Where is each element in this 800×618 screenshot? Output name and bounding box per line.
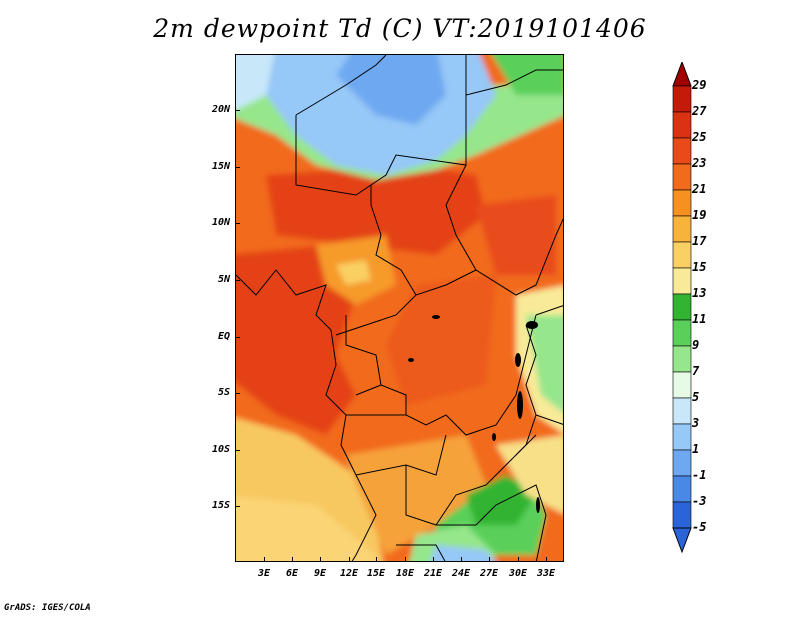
colorbar-swatch bbox=[672, 85, 692, 113]
lon-tick bbox=[320, 557, 321, 562]
colorbar-swatch bbox=[672, 111, 692, 139]
lat-label: EQ bbox=[217, 331, 230, 342]
central-red bbox=[386, 275, 496, 405]
lon-tick bbox=[461, 557, 462, 562]
lon-tick bbox=[376, 557, 377, 562]
lon-label: 12E bbox=[339, 568, 359, 579]
colorbar-swatch bbox=[672, 215, 692, 243]
colorbar-swatch bbox=[672, 449, 692, 477]
lon-label: 15E bbox=[366, 568, 386, 579]
lat-label: 5S bbox=[217, 387, 230, 398]
west-red-max bbox=[236, 245, 356, 435]
lat-tick bbox=[235, 223, 240, 224]
southcentral-orange bbox=[346, 435, 486, 555]
footer-credit: GrADS: IGES/COLA bbox=[4, 603, 91, 613]
dewpoint-field bbox=[236, 55, 563, 561]
colorbar-swatch bbox=[672, 163, 692, 191]
lon-tick bbox=[518, 557, 519, 562]
lon-tick bbox=[433, 557, 434, 562]
lat-label: 15N bbox=[211, 161, 230, 172]
southeast-blue bbox=[430, 545, 495, 561]
colorbar-label: 25 bbox=[692, 130, 707, 144]
colorbar-swatches bbox=[672, 62, 692, 554]
sahara-deepblue bbox=[336, 55, 446, 125]
lat-label: 10N bbox=[211, 217, 230, 228]
colorbar-label: 5 bbox=[692, 390, 700, 404]
colorbar-label: 11 bbox=[692, 312, 707, 326]
colorbar-label: -3 bbox=[692, 494, 707, 508]
colorbar-label: 3 bbox=[692, 416, 700, 430]
lon-tick bbox=[349, 557, 350, 562]
lat-label: 20N bbox=[211, 104, 230, 115]
chart-title: 2m dewpoint Td (C) VT:2019101406 bbox=[153, 14, 647, 43]
colorbar-swatch bbox=[672, 397, 692, 425]
east-green bbox=[526, 315, 563, 413]
lon-label: 3E bbox=[257, 568, 271, 579]
map-panel bbox=[235, 54, 564, 562]
colorbar-label: 27 bbox=[692, 104, 707, 118]
country-borders bbox=[236, 55, 563, 561]
colorbar-swatch bbox=[672, 267, 692, 295]
colorbar-swatch bbox=[672, 189, 692, 217]
northeast-red bbox=[476, 195, 556, 275]
colorbar-label: 17 bbox=[692, 234, 707, 248]
lon-label: 6E bbox=[285, 568, 299, 579]
lat-label: 10S bbox=[211, 444, 230, 455]
lon-label: 9E bbox=[313, 568, 327, 579]
northwest-lightblue bbox=[236, 55, 274, 110]
colorbar-swatch bbox=[672, 319, 692, 347]
lat-tick bbox=[235, 337, 240, 338]
northeast-green bbox=[492, 55, 563, 95]
colorbar-label: -1 bbox=[692, 468, 707, 482]
lat-tick bbox=[235, 393, 240, 394]
colorbar-swatch bbox=[672, 345, 692, 373]
colorbar-swatch bbox=[672, 293, 692, 321]
colorbar-label: -5 bbox=[692, 520, 707, 534]
colorbar-label: 29 bbox=[692, 78, 707, 92]
southwest-pale-region bbox=[236, 496, 376, 561]
colorbar-max-arrow bbox=[672, 62, 692, 87]
lon-tick bbox=[546, 557, 547, 562]
lon-label: 18E bbox=[395, 568, 415, 579]
colorbar-label: 21 bbox=[692, 182, 707, 196]
lon-label: 21E bbox=[423, 568, 443, 579]
lon-tick bbox=[489, 557, 490, 562]
lat-tick bbox=[235, 167, 240, 168]
lat-tick bbox=[235, 450, 240, 451]
lat-tick bbox=[235, 110, 240, 111]
colorbar-swatch bbox=[672, 137, 692, 165]
lat-label: 5N bbox=[217, 274, 230, 285]
colorbar-label: 1 bbox=[692, 442, 700, 456]
lon-label: 24E bbox=[451, 568, 471, 579]
lakes bbox=[408, 315, 540, 513]
colorbar-label: 15 bbox=[692, 260, 707, 274]
lon-label: 30E bbox=[508, 568, 528, 579]
lon-tick bbox=[264, 557, 265, 562]
colorbar-label: 19 bbox=[692, 208, 707, 222]
lon-label: 27E bbox=[479, 568, 499, 579]
colorbar-swatch bbox=[672, 241, 692, 269]
lon-tick bbox=[292, 557, 293, 562]
lat-label: 15S bbox=[211, 500, 230, 511]
colorbar: 29 27 25 23 21 19 17 15 13 11 9 7 5 3 1 -1 -3 -5 bbox=[672, 62, 752, 562]
east-yellow bbox=[496, 435, 563, 514]
lon-tick bbox=[405, 557, 406, 562]
colorbar-label: 9 bbox=[692, 338, 700, 352]
lat-tick bbox=[235, 506, 240, 507]
colorbar-swatch bbox=[672, 475, 692, 503]
central-yellow-patch bbox=[336, 260, 371, 285]
lon-label: 33E bbox=[536, 568, 556, 579]
colorbar-swatch bbox=[672, 501, 692, 529]
colorbar-label: 13 bbox=[692, 286, 707, 300]
colorbar-label: 7 bbox=[692, 364, 700, 378]
colorbar-label: 23 bbox=[692, 156, 707, 170]
colorbar-min-arrow bbox=[672, 527, 692, 554]
north-red-band bbox=[266, 165, 486, 255]
colorbar-swatch bbox=[672, 423, 692, 451]
colorbar-swatch bbox=[672, 371, 692, 399]
lat-tick bbox=[235, 280, 240, 281]
southeast-darkgreen bbox=[466, 475, 536, 525]
